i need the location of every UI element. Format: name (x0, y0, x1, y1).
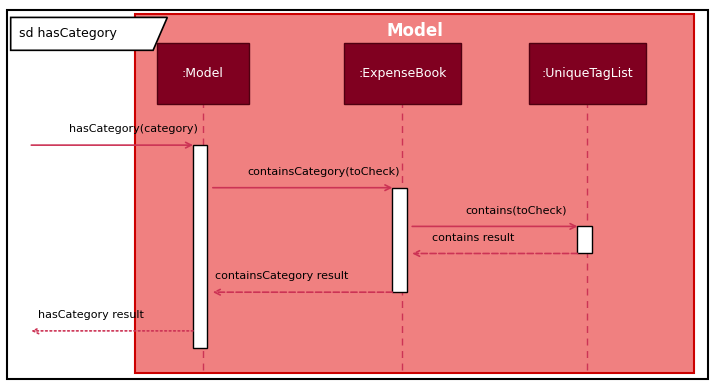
Polygon shape (11, 17, 167, 50)
Text: contains(toCheck): contains(toCheck) (466, 205, 567, 216)
Text: hasCategory result: hasCategory result (38, 310, 144, 320)
Text: contains result: contains result (432, 233, 515, 243)
Text: sd hasCategory: sd hasCategory (19, 27, 117, 40)
Text: hasCategory(category): hasCategory(category) (69, 124, 198, 134)
Bar (343, 43, 461, 104)
Bar (157, 43, 249, 104)
Text: :UniqueTagList: :UniqueTagList (542, 67, 633, 80)
Text: Model: Model (387, 22, 443, 40)
Bar (528, 43, 646, 104)
Text: containsCategory(toCheck): containsCategory(toCheck) (248, 167, 400, 177)
Bar (392, 188, 407, 292)
Text: :ExpenseBook: :ExpenseBook (358, 67, 446, 80)
Text: :Model: :Model (182, 67, 224, 80)
Bar (135, 14, 694, 373)
Bar (577, 226, 592, 253)
Text: containsCategory result: containsCategory result (214, 271, 348, 281)
Bar (193, 145, 207, 348)
